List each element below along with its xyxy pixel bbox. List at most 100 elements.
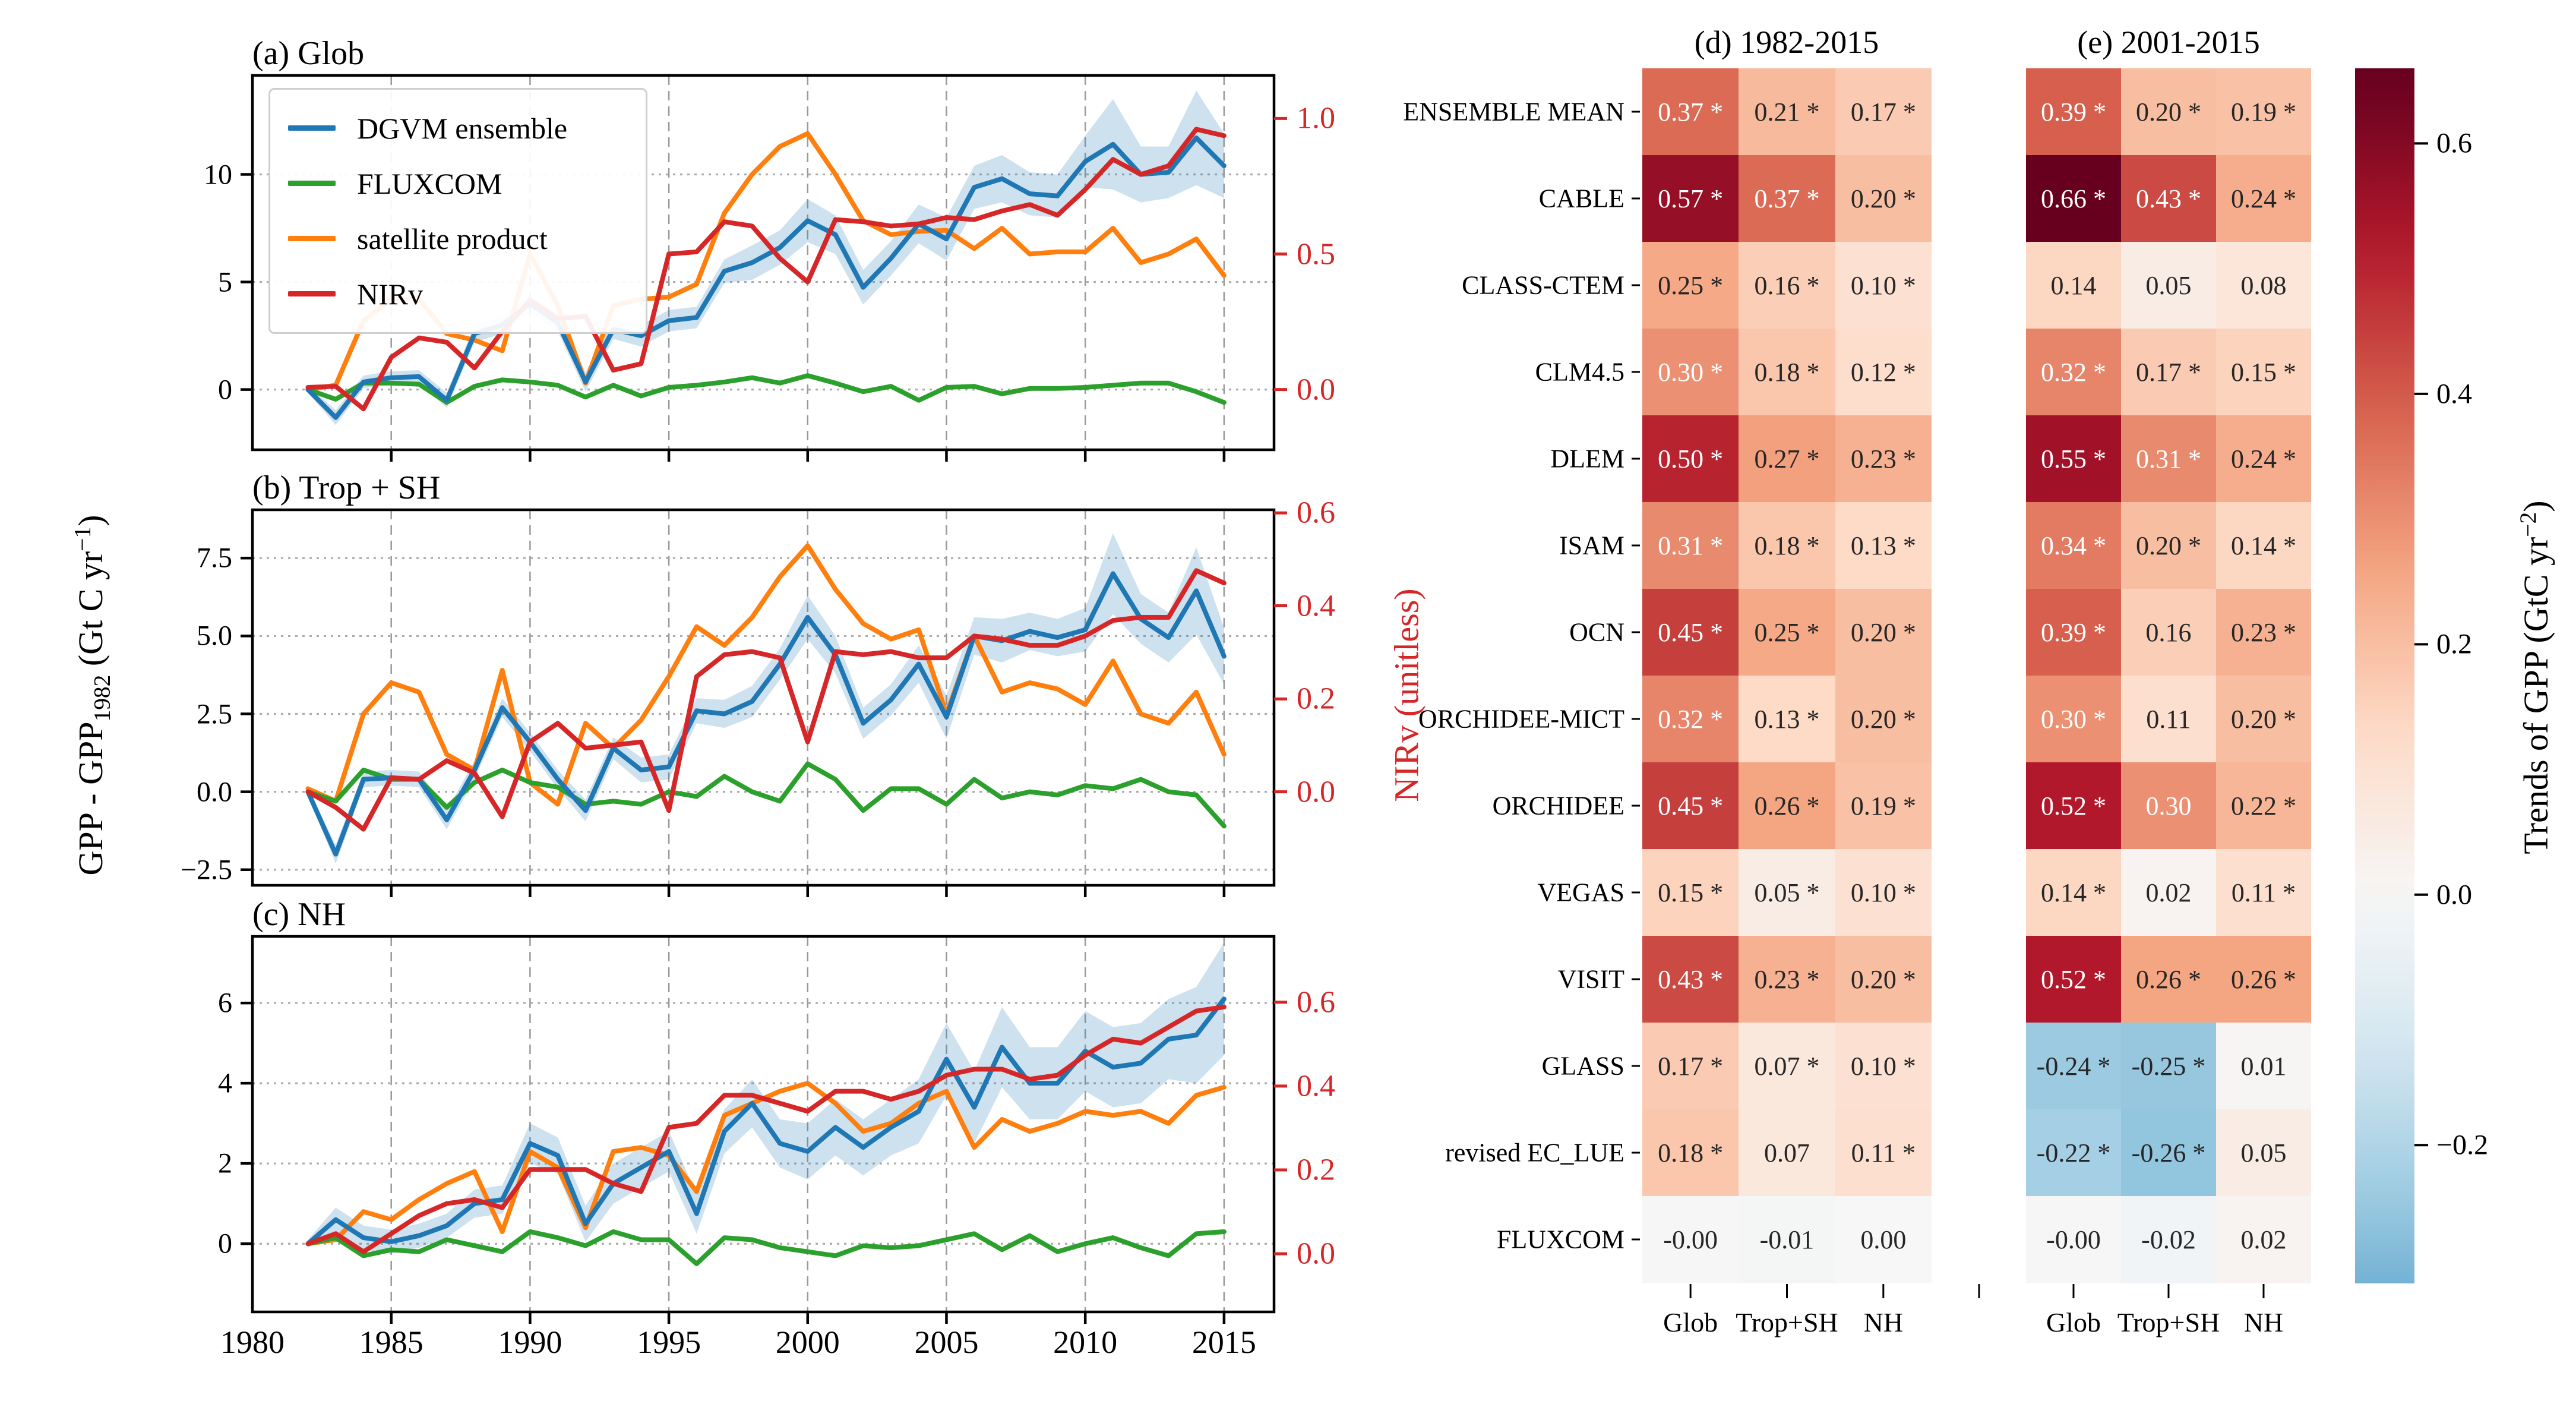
satellite-line-swatch [288,236,336,241]
heatmap-cell-value: 0.13 * [1850,531,1916,560]
heatmap-cell-value: 0.15 * [1658,878,1724,907]
heatmap-cell-value: 0.02 [2145,878,2192,907]
heatmap-cell: 0.25 * [1642,242,1739,329]
heatmap-row-label: GLASS [1541,1051,1624,1081]
heatmap-cell: 0.45 * [1642,589,1739,676]
heatmap-cell: 0.13 * [1739,676,1835,763]
fluxcom-line [305,373,1227,405]
heatmap-cell: 0.30 * [2026,676,2121,763]
nirv-tick-label: 1.0 [1297,101,1335,135]
heatmap-cell: 0.19 * [1835,762,1932,850]
heatmap-row-label: ENSEMBLE MEAN [1403,97,1624,127]
heatmap-cell: 0.11 * [1835,1109,1932,1197]
legend: DGVM ensemble FLUXCOM satellite product … [268,88,647,334]
heatmap-cell: 0.23 * [2216,589,2311,676]
nirv-tick-label: 0.4 [1297,589,1335,623]
heatmap-cell: 0.17 * [1835,68,1932,156]
heatmap-cell: -0.00 [2026,1196,2121,1283]
heatmap-cell: -0.01 [1739,1196,1835,1283]
heatmap-cell-value: 0.66 * [2041,184,2106,213]
heatmap-cell-value: 0.43 * [2136,184,2201,213]
heatmap-cell-value: 0.15 * [2231,358,2296,387]
heatmap-cell: 0.26 * [2216,936,2311,1023]
heatmap-cell-value: 0.18 * [1658,1138,1724,1168]
heatmap-cell-value: 0.21 * [1754,97,1820,127]
heatmap-cell: 0.21 * [1739,68,1835,156]
y-tick-label: 2 [218,1147,232,1179]
heatmap-cell: -0.26 * [2121,1109,2216,1197]
heatmap-cell-value: -0.00 [2046,1225,2101,1254]
nirv-tick-label: 0.0 [1297,373,1335,407]
heatmap-cell-value: -0.24 * [2036,1052,2111,1081]
colorbar-tick-label: 0.0 [2436,879,2472,911]
heatmap-cell: 0.25 * [1739,589,1835,676]
nirv-line [305,568,1227,832]
heatmap-col-label: Trop+SH [1736,1307,1838,1337]
dgvm-spread-band [308,942,1224,1254]
colorbar-tick-label: 0.4 [2436,378,2472,410]
heatmap-cell: 0.22 * [2216,762,2311,850]
legend-item-fluxcom: FLUXCOM [288,166,628,201]
heatmap-cell-value: 0.25 * [1754,618,1820,647]
x-tick-label: 2005 [914,1324,979,1360]
heatmap-cell-value: 0.57 * [1658,184,1724,213]
heatmap-cell-value: 0.19 * [2231,97,2296,127]
heatmap-cell-value: 0.31 * [2136,444,2201,474]
heatmap-cell-value: 0.16 * [1754,271,1820,300]
heatmap-cell-value: 0.23 * [2231,618,2296,647]
heatmap-cell-value: 0.50 * [1658,444,1724,474]
legend-item-satellite: satellite product [288,222,628,256]
heatmap-cell-value: 0.13 * [1754,705,1820,734]
heatmap-row-label: revised EC_LUE [1445,1138,1624,1168]
heatmap-cell-value: 0.05 * [1754,878,1820,907]
heatmap-cell: 0.20 * [2121,502,2216,589]
nirv-tick-label: 0.2 [1297,682,1335,716]
heatmap-cell: 0.05 * [1739,849,1835,936]
panel-c-title: (c) NH [252,896,346,933]
heatmap-cell-value: 0.08 [2240,271,2287,300]
heatmap-cell-value: 0.11 [2146,705,2191,734]
y-tick-label: 0.0 [197,776,232,808]
heatmap-cell: 0.07 [1739,1109,1835,1197]
heatmap-cell: 0.20 * [2216,676,2311,763]
heatmap-cell-value: 0.20 * [2231,705,2296,734]
heatmap-cell: 0.05 [2121,242,2216,329]
heatmap-cell: 0.18 * [1739,502,1835,589]
heatmap-cell-value: -0.02 [2141,1225,2196,1254]
heatmap-cell-value: 0.07 [1763,1138,1810,1168]
heatmap-cell: 0.17 * [1642,1023,1739,1110]
dgvm-line-swatch [288,125,336,131]
fluxcom-line-swatch [288,181,336,186]
heatmap-cell: 0.16 * [1739,242,1835,329]
heatmap-cell-value: 0.18 * [1754,358,1820,387]
heatmap-cell-value: 0.30 * [2041,705,2106,734]
y-tick-label: 10 [204,159,232,191]
heatmap-row-label: FLUXCOM [1496,1225,1624,1254]
heatmap-cell: 0.20 * [1835,589,1932,676]
heatmap-cell-value: 0.20 * [2136,531,2201,560]
heatmap-cell-value: 0.26 * [2136,965,2201,994]
heatmap-cell-value: 0.02 [2240,1225,2287,1254]
heatmap-cell: 0.23 * [1739,936,1835,1023]
heatmap-cell: 0.20 * [1835,155,1932,242]
x-tick-label: 1980 [220,1324,285,1360]
colorbar-tick-label: 0.6 [2436,127,2472,159]
heatmap-cell-value: 0.37 * [1658,97,1724,127]
heatmap-cell: 0.05 [2216,1109,2311,1197]
heatmap-cell: 0.43 * [1642,936,1739,1023]
heatmap-cell: 0.14 * [2216,502,2311,589]
heatmap-cell: 0.26 * [1739,762,1835,850]
heatmap-cell-value: 0.31 * [1658,531,1724,560]
left-y-axis-label: GPP - GPP1982 (Gt C yr−1) [69,515,115,876]
heatmap-cell: 0.43 * [2121,155,2216,242]
heatmap-row-label: DLEM [1550,444,1624,474]
heatmap-row-label: CABLE [1538,184,1624,213]
heatmap-cell: 0.19 * [2216,68,2311,156]
heatmap-cell-value: 0.32 * [1658,705,1724,734]
x-tick-label: 1985 [359,1324,423,1360]
heatmap-cell-value: 0.05 [2145,271,2192,300]
heatmap-row-label: OCN [1569,617,1624,647]
legend-item-nirv: NIRv [288,277,628,311]
heatmap-cell: 0.31 * [2121,415,2216,503]
